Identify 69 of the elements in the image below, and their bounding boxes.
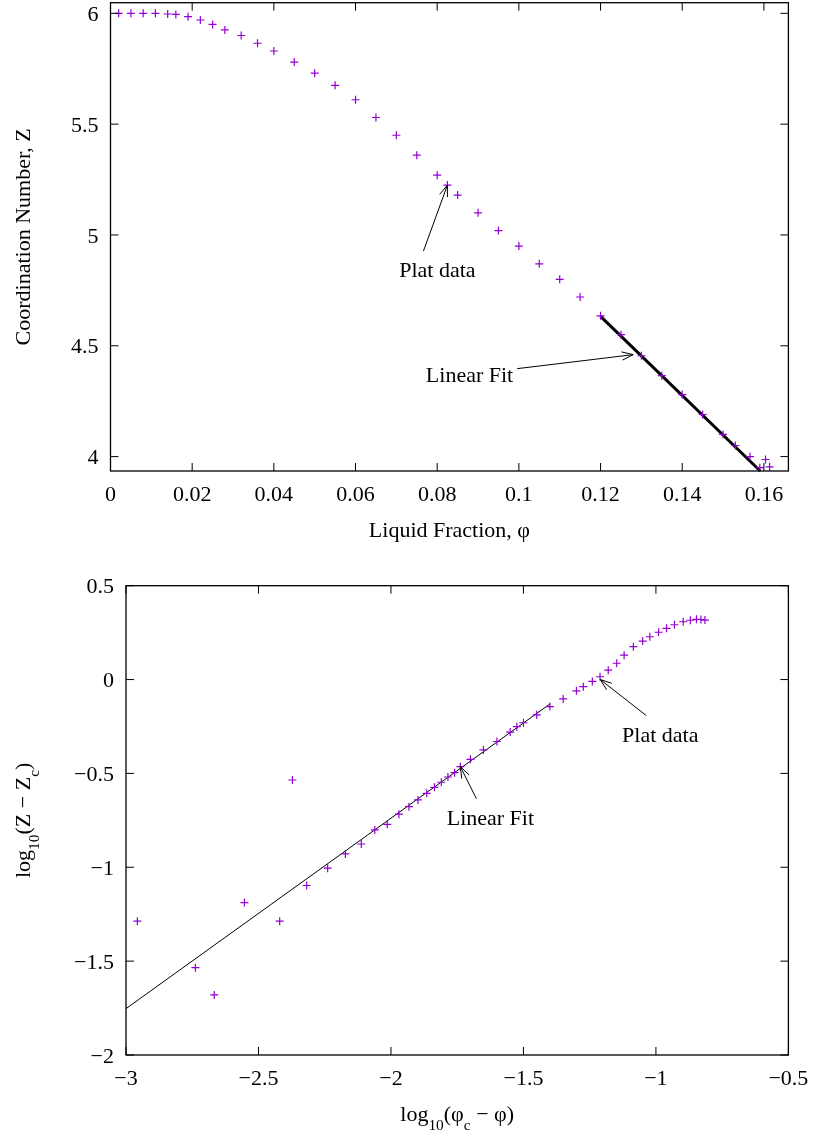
point — [595, 672, 605, 682]
point — [545, 701, 555, 712]
y-tick-label: −0.5 — [74, 761, 114, 787]
x-tick-label: −2.5 — [238, 1065, 279, 1090]
y-tick-label: −1 — [90, 854, 114, 880]
y-tick-label: 5.5 — [71, 111, 99, 137]
point — [492, 736, 502, 747]
x-tick-label: −1.5 — [503, 1065, 544, 1090]
point — [209, 990, 219, 1000]
x-tick-label: 0.06 — [336, 481, 375, 506]
x-tick-label: −1 — [644, 1065, 668, 1090]
point — [532, 710, 542, 720]
point — [505, 727, 515, 737]
point — [575, 292, 585, 302]
point — [473, 208, 483, 218]
point — [126, 8, 136, 18]
point — [394, 809, 404, 819]
y-axis-title: Coordination Number, Z — [10, 128, 35, 346]
x-axis-title: log$_{10}$(φ$_{c}$ − φ) — [400, 1101, 515, 1133]
annotation: Plat data — [622, 721, 699, 747]
x-tick-label: 0.04 — [254, 481, 294, 506]
x-tick-label: 0.02 — [172, 481, 212, 506]
x-tick-label: 0.08 — [417, 481, 457, 506]
point — [404, 802, 414, 812]
point — [453, 190, 463, 200]
y-tick-label: 0.5 — [86, 573, 114, 599]
point — [700, 615, 710, 625]
x-tick-label: 0.1 — [505, 481, 533, 506]
point — [443, 772, 453, 782]
point — [163, 9, 173, 19]
point — [371, 112, 381, 123]
point — [269, 46, 279, 56]
y-tick-label: 6 — [87, 1, 99, 27]
point — [718, 429, 728, 440]
point — [287, 775, 297, 785]
x-tick-label: 0.16 — [744, 481, 784, 506]
annotation: Plat data — [399, 257, 476, 283]
x-tick-label: 0.12 — [581, 481, 620, 506]
point — [330, 80, 340, 90]
y-tick-label: 4.5 — [71, 333, 99, 359]
point — [558, 694, 568, 704]
point — [413, 795, 423, 805]
x-tick-label: −2 — [379, 1065, 403, 1090]
point — [432, 170, 442, 180]
y-tick-label: −1.5 — [74, 948, 114, 974]
annotation: Linear Fit — [446, 804, 535, 830]
x-tick-label: −3 — [114, 1065, 138, 1090]
y-tick-label: 0 — [103, 667, 114, 693]
point — [340, 849, 350, 859]
y-tick-label: 5 — [87, 222, 99, 248]
annotation: Linear Fit — [425, 362, 514, 388]
x-axis-title: Liquid Fraction, φ — [368, 517, 531, 542]
point — [370, 825, 380, 835]
point — [638, 636, 648, 646]
point — [356, 839, 366, 849]
point — [619, 650, 629, 660]
point — [195, 15, 205, 25]
point — [595, 311, 606, 321]
x-tick-label: 0.14 — [662, 481, 702, 506]
point — [478, 745, 489, 755]
x-tick-label: −0.5 — [768, 1065, 809, 1090]
y-tick-label: 4 — [87, 444, 99, 470]
point — [289, 57, 299, 67]
y-tick-label: −2 — [90, 1042, 114, 1068]
point — [616, 330, 626, 340]
point — [745, 451, 755, 462]
point — [514, 241, 524, 251]
point — [220, 25, 230, 35]
point — [183, 12, 193, 22]
